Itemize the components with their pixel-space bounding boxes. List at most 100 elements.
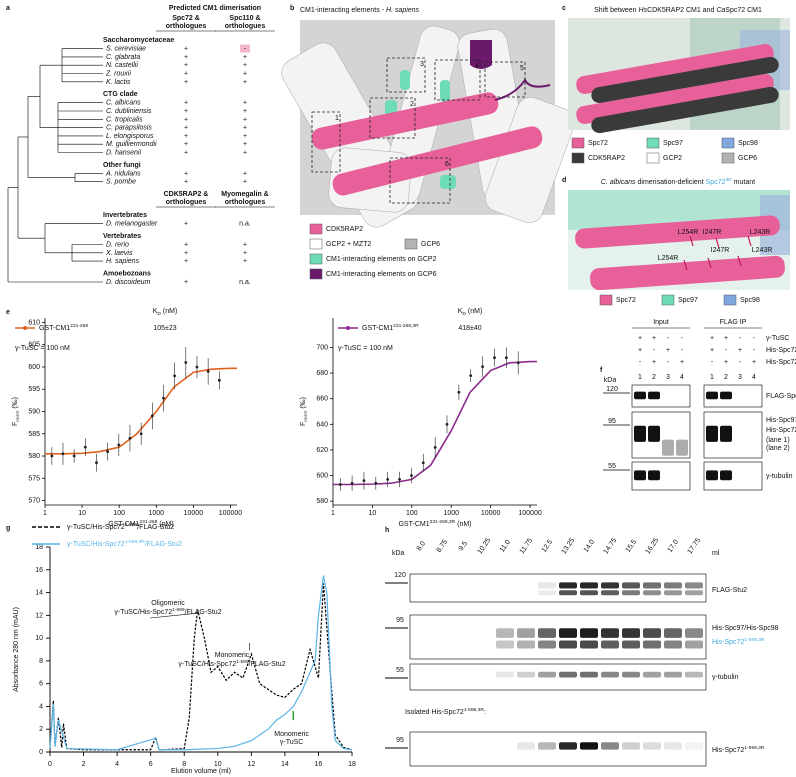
presence: + bbox=[184, 179, 188, 186]
band bbox=[706, 425, 718, 442]
condition-sign: + bbox=[752, 359, 756, 366]
dashed-box bbox=[434, 59, 481, 101]
x-tick-label: 8 bbox=[182, 761, 186, 768]
y-tick-label: 2 bbox=[39, 726, 43, 733]
y-tick-label: 600 bbox=[316, 472, 328, 479]
band bbox=[496, 671, 514, 678]
fit-curve bbox=[45, 367, 237, 455]
presence: n.a. bbox=[239, 279, 251, 286]
species-label: A. nidulans bbox=[105, 170, 141, 177]
lane-number: 2 bbox=[652, 374, 656, 381]
kd-header: D bbox=[157, 311, 161, 317]
kd-value: 418±40 bbox=[458, 325, 481, 332]
band bbox=[643, 640, 661, 649]
marker-label: 95 bbox=[396, 617, 404, 624]
legend-label: CM1-interacting elements on GCP2 bbox=[326, 256, 437, 263]
presence: + bbox=[184, 124, 188, 131]
residue-label: L254R bbox=[658, 255, 679, 262]
y-tick-label: 14 bbox=[35, 589, 43, 596]
band bbox=[664, 671, 682, 678]
y-tick-label: 10 bbox=[35, 635, 43, 642]
group-label: Amoebozoans bbox=[103, 270, 151, 277]
label: His-Spc72 bbox=[712, 747, 744, 754]
x-tick-label: 1000 bbox=[148, 510, 164, 517]
x-tick-label: 18 bbox=[348, 761, 356, 768]
lane-number: 4 bbox=[680, 374, 684, 381]
fraction-label: 11.0 bbox=[499, 539, 512, 554]
band bbox=[664, 590, 682, 596]
condition-sign: + bbox=[724, 335, 728, 342]
cdk5rap2-helix bbox=[311, 92, 499, 150]
chromatogram-line bbox=[49, 575, 353, 751]
species-label: S. cerevisiae bbox=[106, 45, 146, 52]
condition-sign: + bbox=[738, 347, 742, 354]
label: orthologues bbox=[166, 199, 207, 206]
presence: + bbox=[184, 258, 188, 265]
presence: + bbox=[184, 116, 188, 123]
data-point bbox=[386, 477, 390, 481]
legend-swatch bbox=[721, 137, 735, 149]
label: CDK5RAP2 & bbox=[164, 191, 209, 198]
presence: + bbox=[184, 70, 188, 77]
legend-label: CDK5RAP2 bbox=[326, 226, 363, 233]
dashed-box bbox=[311, 111, 341, 173]
y-tick-label: 640 bbox=[316, 421, 328, 428]
band bbox=[517, 628, 535, 638]
spc72-helix bbox=[576, 44, 774, 94]
legend-label: GCP6 bbox=[421, 241, 440, 248]
data-point bbox=[217, 378, 221, 382]
band bbox=[622, 742, 640, 750]
y-tick-label: 700 bbox=[316, 344, 328, 351]
lane-number: 1 bbox=[710, 374, 714, 381]
species-label: S. pombe bbox=[106, 179, 136, 186]
lane-number: 2 bbox=[652, 374, 656, 381]
presence: + bbox=[243, 100, 247, 107]
y-tick-label: 660 bbox=[316, 396, 328, 403]
fraction-label: 16.25 bbox=[644, 537, 660, 555]
condition-sign: + bbox=[652, 359, 656, 366]
data-point bbox=[83, 445, 87, 449]
dashed-box bbox=[484, 61, 526, 98]
presence: + bbox=[184, 70, 188, 77]
label: FLAG-Spc98 bbox=[766, 393, 796, 400]
lane-number: 4 bbox=[752, 374, 756, 381]
y-axis-label: (‰) bbox=[12, 397, 19, 411]
condition-sign: - bbox=[753, 335, 756, 342]
y-tick-label: 680 bbox=[316, 370, 328, 377]
condition-sign: - bbox=[753, 347, 756, 354]
fraction-label: 8.75 bbox=[436, 539, 450, 554]
presence: + bbox=[184, 133, 188, 140]
presence: + bbox=[184, 100, 188, 107]
annotation-arrow bbox=[149, 612, 199, 619]
label: Shift between HsCDK5RAP2 CM1 and CaSpc72… bbox=[594, 7, 762, 14]
legend-label: GCP2 bbox=[663, 155, 682, 162]
label: CM1-interacting elements - bbox=[300, 7, 386, 14]
band bbox=[496, 628, 514, 638]
x-tick-label: 16 bbox=[315, 761, 323, 768]
x-tick-label: 4 bbox=[115, 761, 119, 768]
data-point bbox=[117, 443, 121, 447]
y-tick-label: 600 bbox=[28, 364, 40, 371]
species-label: D. melanogaster bbox=[106, 220, 158, 227]
x-tick-label: 1000 bbox=[148, 510, 164, 517]
species-label: D. hansenii bbox=[106, 149, 141, 156]
legend-swatch bbox=[404, 238, 418, 250]
x-axis-label: Elution volume (ml) bbox=[171, 768, 231, 775]
label: Monomeric bbox=[215, 652, 250, 659]
condition-sign: + bbox=[724, 359, 728, 366]
legend-label: GST-CM1 bbox=[39, 325, 70, 332]
band bbox=[559, 742, 577, 750]
x-tick-label: 16 bbox=[315, 761, 323, 768]
x-tick-label: 2 bbox=[82, 761, 86, 768]
residue-label: I247R bbox=[703, 229, 722, 236]
presence: + bbox=[243, 116, 247, 123]
blot-frame bbox=[409, 663, 707, 691]
condition-label: His-Spc721-599,3R bbox=[766, 357, 796, 366]
presence: + bbox=[184, 54, 188, 61]
panel-letter: b bbox=[290, 5, 294, 12]
label: 95 bbox=[396, 737, 404, 744]
species-label: D. hansenii bbox=[106, 149, 141, 156]
legend-label: CM1-interacting elements on GCP6 bbox=[326, 271, 437, 278]
kd-value: 105±23 bbox=[153, 325, 176, 332]
spc72-helix bbox=[590, 255, 785, 291]
